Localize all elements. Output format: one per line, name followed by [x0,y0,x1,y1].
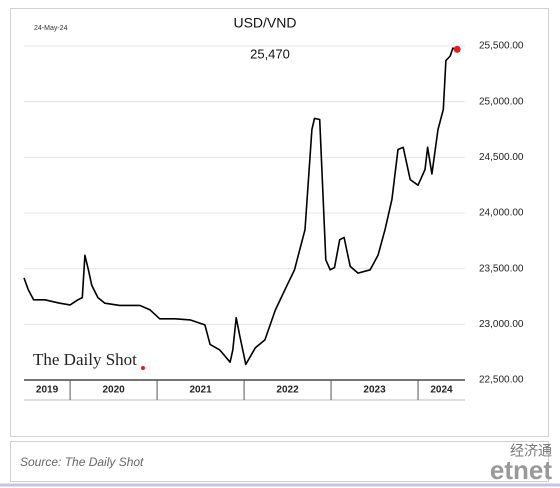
x-period-label: 2021 [189,385,212,396]
x-period-label: 2020 [102,385,125,396]
logo: The Daily Shot [33,350,137,369]
logo-dot [141,366,145,370]
y-tick-label: 22,500.00 [479,375,524,386]
y-tick-label: 23,500.00 [479,263,524,274]
value-label: 25,470 [250,46,290,61]
y-tick-label: 24,500.00 [479,152,524,163]
watermark-latin: etnet [490,455,552,485]
chart-title: USD/VND [233,15,296,31]
x-period-label: 2023 [363,385,386,396]
y-tick-label: 23,000.00 [479,319,524,330]
x-period-label: 2024 [430,385,453,396]
x-period-label: 2022 [276,385,299,396]
y-tick-label: 25,000.00 [479,96,524,107]
source: Source: The Daily Shot [20,455,144,469]
chart-frame [10,8,549,437]
last-point [453,45,461,53]
watermark-cn: 经济通 [510,443,552,459]
date-label: 24-May-24 [34,25,68,32]
caption-box [10,441,549,482]
line [23,47,458,366]
y-tick-label: 25,500.00 [479,41,524,52]
x-period-label: 2019 [36,385,59,396]
y-tick-label: 24,000.00 [479,208,524,219]
